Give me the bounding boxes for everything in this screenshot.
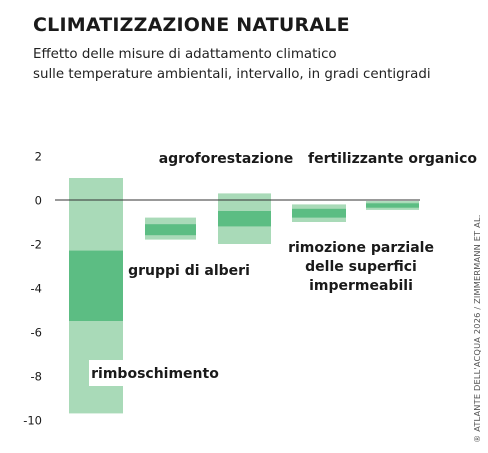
source-credit: ® ATLANTE DELL'ACQUA 2026 / ZIMMERMANN E… [472, 214, 482, 443]
chart-title: CLIMATIZZAZIONE NATURALE [33, 14, 350, 36]
y-tick-label: 2 [35, 150, 42, 164]
y-tick-label: -6 [31, 326, 42, 340]
bar-inner-range [292, 208, 346, 218]
y-tick-label: -4 [31, 282, 42, 296]
labels-layer: rimboschimento gruppi di alberi agroforest… [89, 145, 477, 386]
category-label: agroforestazione [159, 151, 294, 167]
category-label-box [156, 145, 296, 171]
subtitle-line-2: sulle temperature ambientali, intervallo… [33, 67, 431, 82]
bar-inner-range [145, 224, 196, 236]
y-tick-label: 0 [35, 194, 42, 208]
chart-subtitle: Effetto delle misure di adattamento clim… [33, 45, 431, 85]
bar-inner-range [69, 250, 123, 321]
category-label: gruppi di alberi [128, 263, 250, 279]
category-label: delle superfici [305, 259, 417, 275]
category-label-box [310, 145, 475, 171]
y-tick-label: -10 [23, 414, 42, 428]
category-label: fertilizzante organico [308, 151, 477, 167]
bar-inner-range [218, 211, 271, 227]
y-tick-label: -2 [31, 238, 42, 252]
category-label: rimozione parziale [288, 240, 434, 256]
category-label: impermeabili [309, 278, 413, 294]
y-tick-label: -8 [31, 370, 42, 384]
category-label-box [287, 234, 435, 298]
category-label-box [89, 360, 221, 386]
subtitle-line-1: Effetto delle misure di adattamento clim… [33, 47, 337, 62]
y-axis: 2 0 -2 -4 -6 -8 -10 [23, 150, 420, 428]
category-label-box [128, 257, 250, 283]
bar-inner-range [366, 203, 419, 208]
bars-layer [69, 178, 419, 414]
category-label: rimboschimento [91, 366, 219, 382]
